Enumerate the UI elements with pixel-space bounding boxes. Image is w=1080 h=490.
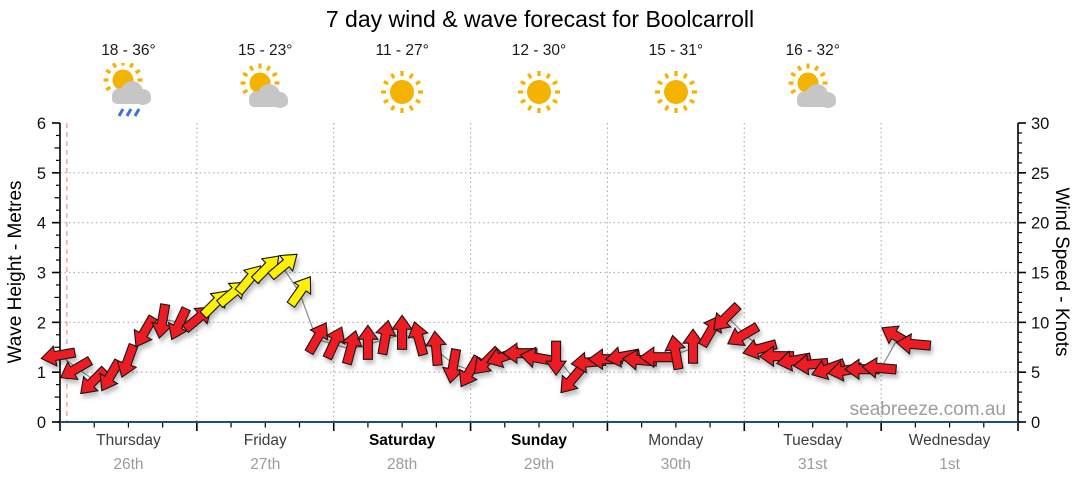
day-date: 28th [387,456,418,473]
day-date: 27th [250,456,281,473]
left-axis-tick-label: 5 [37,165,46,183]
day-name: Tuesday [783,432,843,449]
day-summary: 15 - 31° [621,42,731,121]
day-label: Thursday 26th [58,432,198,474]
day-date: 26th [113,456,144,473]
day-summary: 15 - 23° [210,42,320,121]
day-name: Wednesday [908,432,991,449]
right-axis-tick-label: 5 [1031,364,1040,382]
temperature-range: 12 - 30° [511,42,567,59]
wind-arrow [792,353,829,376]
wind-arrow [775,350,812,372]
left-axis-tick-label: 2 [37,314,46,332]
day-date: 31st [798,456,828,473]
day-name: Saturday [368,432,436,449]
wind-arrows [40,253,932,395]
sun-cloud-icon [210,63,320,121]
day-name: Thursday [96,432,161,449]
wind-arrow [99,358,124,392]
day-label: Saturday 28th [332,432,472,474]
left-axis-tick-label: 6 [37,115,46,133]
wind-arrow [167,306,191,341]
page-title: 7 day wind & wave forecast for Boolcarro… [325,6,755,32]
wind-arrow [133,314,158,348]
wind-arrow [742,338,778,361]
gridlines [60,123,1018,422]
sun-icon [484,63,594,121]
wind-arrow [286,276,312,309]
wind-arrow [322,326,346,361]
wind-arrow [758,345,795,368]
wind-arrow [59,356,94,381]
sun-icon [347,63,457,121]
wind-arrow [267,253,298,281]
wind-arrow [356,324,379,360]
sun-cloud-icon [758,63,868,121]
day-summary: 12 - 30° [484,42,594,121]
left-axis-tick-label: 0 [37,414,46,432]
left-axis-tick-label: 1 [37,364,46,382]
day-name: Friday [243,432,287,449]
day-date: 1st [939,456,960,473]
temperature-range: 15 - 31° [648,42,704,59]
wind-arrow [407,321,429,357]
right-axis-tick-label: 0 [1031,414,1040,432]
watermark: seabreeze.com.au [849,399,1006,420]
wind-arrow [116,342,139,378]
left-axis-title: Wave Height - Metres [5,180,26,364]
wind-arrow [40,345,77,367]
day-date: 29th [523,456,555,473]
day-label: Friday 27th [195,432,335,474]
day-name: Monday [648,432,704,449]
wind-arrow [895,332,932,355]
day-summary: 11 - 27° [347,42,457,121]
day-date: 30th [660,456,691,473]
wind-arrow [638,346,675,369]
wind-arrow [304,322,329,356]
wind-arrow [424,330,448,367]
right-axis-tick-label: 25 [1031,165,1049,183]
wind-arrow [713,301,742,331]
sun-rain-icon [73,60,183,121]
day-label: Sunday 29th [469,432,609,474]
temperature-range: 11 - 27° [375,42,429,59]
temperature-range: 16 - 32° [785,42,840,59]
wind-arrow [604,346,641,368]
sun-icon [621,63,731,121]
wind-arrow [150,303,173,339]
day-summary: 16 - 32° [758,42,868,121]
temperature-range: 18 - 36° [101,42,156,59]
day-label: Monday 30th [606,432,746,474]
left-axis-tick-label: 4 [37,215,46,233]
right-axis-tick-label: 20 [1031,215,1049,233]
wind-arrow [727,322,761,347]
day-summary: 18 - 36° [73,42,183,121]
axes [52,122,1026,431]
wind-arrow [374,319,397,356]
wind-arrow [681,328,705,364]
tick-labels: 0 1 2 3 4 5 6 0 5 10 15 20 25 30 [37,115,1050,432]
right-axis-tick-label: 30 [1031,115,1049,133]
right-axis-tick-label: 10 [1031,314,1049,332]
day-label: Wednesday 1st [880,432,1020,474]
right-axis-tick-label: 15 [1031,265,1049,283]
wind-arrow [861,356,898,379]
wind-arrow [664,334,687,371]
day-name: Sunday [511,432,567,449]
day-label: Tuesday 31st [743,432,883,474]
left-axis-tick-label: 3 [37,265,46,283]
wind-arrow [441,348,464,384]
right-axis-title: Wind Speed - Knots [1051,187,1072,357]
wind-arrow [545,340,568,377]
wind-arrow [391,314,414,350]
wind-arrow [80,365,109,395]
temperature-range: 15 - 23° [238,42,293,59]
